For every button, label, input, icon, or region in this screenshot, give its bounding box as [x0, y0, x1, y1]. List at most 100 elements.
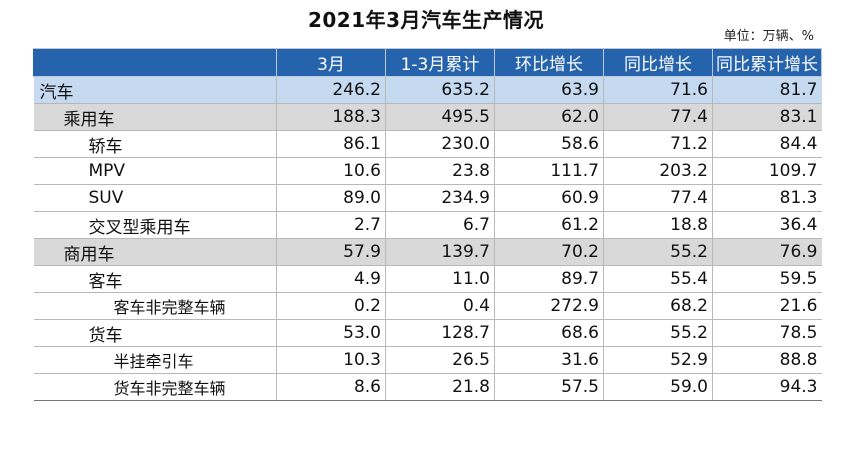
row-label-text: 商用车: [63, 244, 115, 265]
table-row: 汽车 246.2 635.2 63.9 71.6 81.7: [33, 76, 822, 104]
value-cell: 55.4: [603, 265, 713, 293]
value-cell: 18.8: [603, 211, 713, 239]
value-cell: 71.2: [603, 130, 713, 158]
row-label-text: 货车非完整车辆: [113, 379, 226, 398]
value-cell: 21.8: [385, 373, 495, 401]
value-cell: 76.9: [712, 238, 822, 266]
value-cell: 0.4: [385, 292, 495, 320]
header-cell-yoy-growth: 同比增长: [603, 48, 713, 77]
row-label: SUV: [33, 184, 277, 212]
value-cell: 203.2: [603, 157, 713, 185]
value-cell: 77.4: [603, 184, 713, 212]
row-label: 汽车: [33, 76, 277, 104]
value-cell: 2.7: [276, 211, 386, 239]
table-row: 货车非完整车辆 8.6 21.8 57.5 59.0 94.3: [33, 373, 822, 401]
value-cell: 10.6: [276, 157, 386, 185]
row-label: 客车: [33, 265, 277, 293]
table-row: 客车非完整车辆 0.2 0.4 272.9 68.2 21.6: [33, 292, 822, 320]
value-cell: 128.7: [385, 319, 495, 347]
table-body: 汽车 246.2 635.2 63.9 71.6 81.7 乘用车 188.3 495.5 62.…: [33, 76, 822, 401]
table-row: 商用车 57.9 139.7 70.2 55.2 76.9: [33, 238, 822, 266]
header-cell-yoy-cumulative-growth: 同比累计增长: [712, 48, 822, 77]
production-table: 3月 1-3月累计 环比增长 同比增长 同比累计增长 汽车 246.2 635.2 6…: [33, 48, 822, 401]
row-label-text: 货车: [88, 325, 123, 346]
row-label: 货车: [33, 319, 277, 347]
value-cell: 272.9: [494, 292, 604, 320]
value-cell: 81.7: [712, 76, 822, 104]
row-label-text: 半挂牵引车: [113, 352, 194, 371]
value-cell: 78.5: [712, 319, 822, 347]
value-cell: 188.3: [276, 103, 386, 131]
value-cell: 109.7: [712, 157, 822, 185]
value-cell: 495.5: [385, 103, 495, 131]
row-label-text: 乘用车: [63, 109, 115, 130]
value-cell: 10.3: [276, 346, 386, 374]
unit-label: 单位：万辆、%: [723, 29, 814, 44]
row-label: 交叉型乘用车: [33, 211, 277, 239]
row-label: MPV: [33, 157, 277, 185]
value-cell: 36.4: [712, 211, 822, 239]
value-cell: 77.4: [603, 103, 713, 131]
header-cell-mom-growth: 环比增长: [494, 48, 604, 77]
value-cell: 635.2: [385, 76, 495, 104]
value-cell: 230.0: [385, 130, 495, 158]
value-cell: 61.2: [494, 211, 604, 239]
table-row: 客车 4.9 11.0 89.7 55.4 59.5: [33, 265, 822, 293]
value-cell: 70.2: [494, 238, 604, 266]
value-cell: 52.9: [603, 346, 713, 374]
value-cell: 88.8: [712, 346, 822, 374]
row-label-text: 汽车: [39, 82, 74, 103]
value-cell: 68.2: [603, 292, 713, 320]
row-label: 轿车: [33, 130, 277, 158]
value-cell: 89.7: [494, 265, 604, 293]
value-cell: 58.6: [494, 130, 604, 158]
value-cell: 55.2: [603, 238, 713, 266]
value-cell: 57.5: [494, 373, 604, 401]
value-cell: 55.2: [603, 319, 713, 347]
value-cell: 11.0: [385, 265, 495, 293]
value-cell: 59.0: [603, 373, 713, 401]
row-label: 乘用车: [33, 103, 277, 131]
table-title: 2021年3月汽车生产情况: [307, 8, 545, 32]
row-label: 货车非完整车辆: [33, 373, 277, 401]
value-cell: 57.9: [276, 238, 386, 266]
row-label-text: 客车: [88, 271, 123, 292]
table-row: 乘用车 188.3 495.5 62.0 77.4 83.1: [33, 103, 822, 131]
table-row: 轿车 86.1 230.0 58.6 71.2 84.4: [33, 130, 822, 158]
table-row: MPV 10.6 23.8 111.7 203.2 109.7: [33, 157, 822, 185]
value-cell: 53.0: [276, 319, 386, 347]
value-cell: 60.9: [494, 184, 604, 212]
value-cell: 4.9: [276, 265, 386, 293]
value-cell: 81.3: [712, 184, 822, 212]
table-row: SUV 89.0 234.9 60.9 77.4 81.3: [33, 184, 822, 212]
value-cell: 234.9: [385, 184, 495, 212]
table-header-row: 3月 1-3月累计 环比增长 同比增长 同比累计增长: [33, 48, 822, 77]
value-cell: 0.2: [276, 292, 386, 320]
value-cell: 246.2: [276, 76, 386, 104]
value-cell: 94.3: [712, 373, 822, 401]
value-cell: 89.0: [276, 184, 386, 212]
row-label-text: 交叉型乘用车: [88, 217, 191, 238]
row-label-text: 轿车: [88, 136, 123, 157]
value-cell: 8.6: [276, 373, 386, 401]
value-cell: 84.4: [712, 130, 822, 158]
table-row: 半挂牵引车 10.3 26.5 31.6 52.9 88.8: [33, 346, 822, 374]
row-label: 半挂牵引车: [33, 346, 277, 374]
row-label-text: MPV: [88, 161, 126, 181]
header-cell-category: [33, 48, 277, 77]
header-cell-month: 3月: [276, 48, 386, 77]
value-cell: 26.5: [385, 346, 495, 374]
value-cell: 6.7: [385, 211, 495, 239]
value-cell: 111.7: [494, 157, 604, 185]
row-label: 客车非完整车辆: [33, 292, 277, 320]
value-cell: 68.6: [494, 319, 604, 347]
value-cell: 63.9: [494, 76, 604, 104]
value-cell: 23.8: [385, 157, 495, 185]
row-label-text: 客车非完整车辆: [113, 298, 226, 317]
table-row: 交叉型乘用车 2.7 6.7 61.2 18.8 36.4: [33, 211, 822, 239]
value-cell: 62.0: [494, 103, 604, 131]
header-cell-cumulative: 1-3月累计: [385, 48, 495, 77]
row-label-text: SUV: [88, 188, 124, 208]
value-cell: 83.1: [712, 103, 822, 131]
row-label: 商用车: [33, 238, 277, 266]
